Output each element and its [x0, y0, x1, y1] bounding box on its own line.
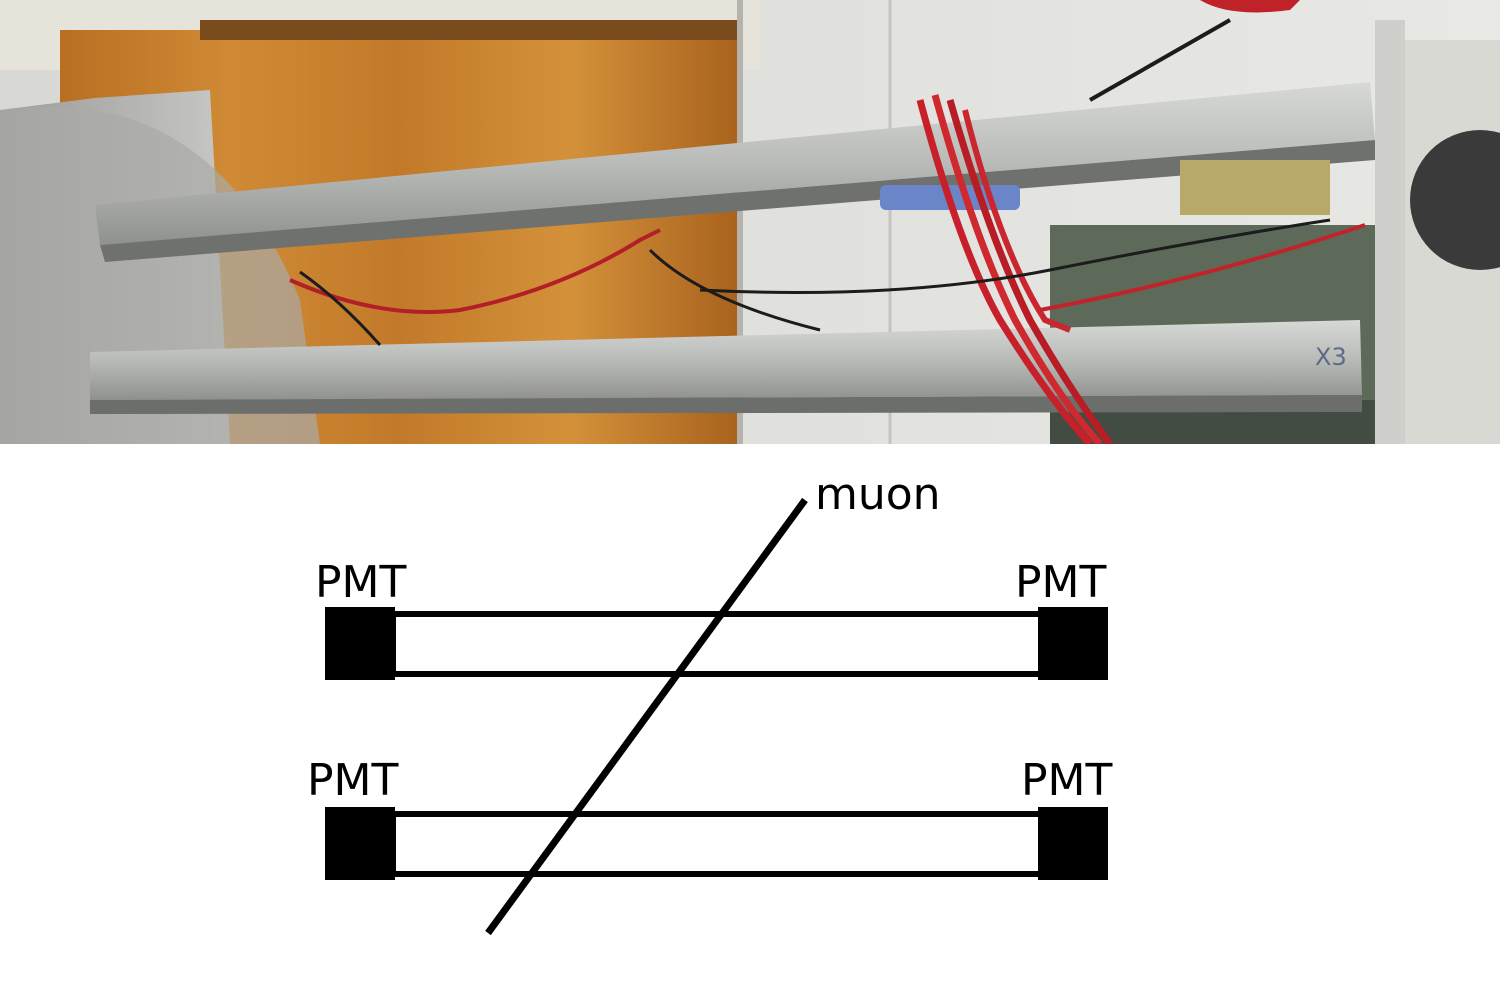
lower-scintillator-bar [390, 811, 1044, 877]
lower-right-pmt-block [1038, 807, 1108, 880]
upper-left-pmt-block [325, 607, 395, 680]
right-disc [1410, 130, 1500, 270]
red-cable-5 [289, 228, 661, 314]
upper-left-pmt-label: PMT [315, 557, 406, 608]
muon-label: muon [815, 469, 941, 520]
upper-bar [95, 82, 1375, 245]
red-cable-3 [946, 99, 1113, 444]
detector-photo: X3 [0, 0, 1500, 444]
black-cable-1 [648, 248, 821, 332]
schematic-diagram: PMT PMT PMT PMT muon [307, 469, 1112, 936]
red-cable-6 [1039, 223, 1366, 312]
lower-bar-underside [90, 395, 1362, 414]
black-cable-4 [1089, 18, 1231, 102]
lower-right-pmt-label: PMT [1021, 755, 1112, 806]
lower-left-pmt-label: PMT [307, 755, 398, 806]
red-cable-1 [916, 99, 1093, 444]
upper-right-pmt-block [1038, 607, 1108, 680]
right-support-plate [1375, 20, 1405, 444]
red-cable-4 [962, 109, 1072, 333]
lower-left-pmt-block [325, 807, 395, 880]
electronics-box [1180, 160, 1330, 215]
door-frame [200, 20, 740, 40]
black-cable-2 [699, 218, 1331, 294]
bar-marking-x3: X3 [1315, 343, 1347, 371]
muon-track [485, 497, 808, 936]
black-cable-3 [299, 270, 382, 346]
red-reel [1200, 0, 1300, 13]
upper-right-pmt-label: PMT [1015, 557, 1106, 608]
red-cable-2 [931, 94, 1103, 444]
upper-bar-underside [100, 140, 1375, 262]
